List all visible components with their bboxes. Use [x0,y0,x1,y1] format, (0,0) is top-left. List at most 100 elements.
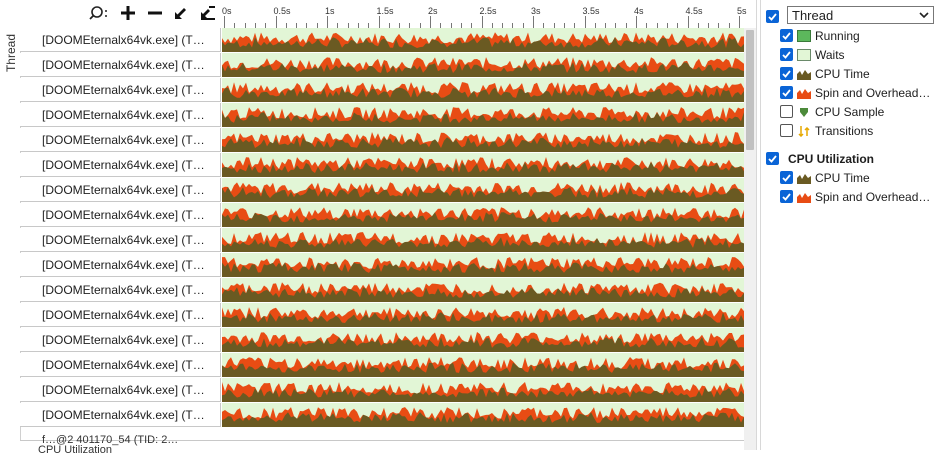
ruler-tick [327,16,328,28]
thread-activity-track[interactable] [222,153,744,178]
legend-item-checkbox[interactable] [780,86,793,99]
thread-row[interactable]: [DOOMEternalx64vk.exe] (T… [20,328,744,353]
cpu-time-area [222,362,744,377]
ruler-tick [502,23,504,28]
thread-row[interactable]: [DOOMEternalx64vk.exe] (T… [20,128,744,153]
thread-row-label[interactable]: [DOOMEternalx64vk.exe] (T… [20,203,221,227]
thread-activity-track[interactable] [222,53,744,78]
legend-item-checkbox[interactable] [780,124,793,137]
cpu-sample-marker-icon [797,106,811,118]
ruler-tick [625,23,627,28]
thread-activity-track[interactable] [222,28,744,53]
thread-row[interactable]: [DOOMEternalx64vk.exe] (T… [20,153,744,178]
thread-activity-track[interactable] [222,103,744,128]
cpu-time-area [222,62,744,77]
thread-row[interactable]: [DOOMEternalx64vk.exe] (T… [20,103,744,128]
thread-group-checkbox[interactable] [766,10,779,23]
thread-row-label[interactable]: [DOOMEternalx64vk.exe] (T… [20,128,221,152]
ruler-tick [636,16,637,28]
thread-row[interactable]: [DOOMEternalx64vk.exe] (T… [20,203,744,228]
thread-activity-track[interactable] [222,78,744,103]
time-ruler[interactable]: 0s 0.5s 1s 1.5s 2s 2.5s 3s 3.5s 4s 4.5s 5s [222,0,747,29]
ruler-tick-label: 4s [634,6,644,16]
search-button[interactable] [86,4,110,22]
thread-activity-track[interactable] [222,128,744,153]
thread-row[interactable]: [DOOMEternalx64vk.exe] (T… [20,228,744,253]
plus-icon [121,6,135,20]
thread-activity-track[interactable] [222,378,744,403]
thread-row[interactable]: [DOOMEternalx64vk.exe] (T… [20,278,744,303]
thread-activity-track[interactable] [222,178,744,203]
legend-item-checkbox[interactable] [780,48,793,61]
thread-row-label[interactable]: [DOOMEternalx64vk.exe] (T… [20,253,221,277]
activity-graph [222,107,744,127]
ruler-tick [450,23,452,28]
ruler-tick [347,23,349,28]
arrow-icon [175,8,186,19]
thread-row-label[interactable]: [DOOMEternalx64vk.exe] (T… [20,403,221,427]
thread-row-label[interactable]: [DOOMEternalx64vk.exe] (T… [20,28,221,52]
thread-row-label[interactable]: [DOOMEternalx64vk.exe] (T… [20,353,221,377]
legend-item-checkbox[interactable] [780,29,793,42]
legend-item-checkbox[interactable] [780,190,793,203]
thread-activity-track[interactable] [222,303,744,328]
activity-graph [222,282,744,302]
zoom-reset-button[interactable] [198,4,218,22]
minus-icon [148,11,162,15]
thread-row-label[interactable]: [DOOMEternalx64vk.exe] (T… [20,378,221,402]
thread-row-label[interactable]: [DOOMEternalx64vk.exe] (T… [20,278,221,302]
thread-activity-track[interactable] [222,353,744,378]
thread-activity-track[interactable] [222,228,744,253]
thread-row-label[interactable]: [DOOMEternalx64vk.exe] (T… [20,178,221,202]
ruler-tick [728,23,730,28]
thread-row[interactable]: [DOOMEternalx64vk.exe] (T… [20,178,744,203]
thread-row[interactable]: [DOOMEternalx64vk.exe] (T… [20,303,744,328]
ruler-tick [687,16,689,28]
legend-item-checkbox[interactable] [780,105,793,118]
thread-activity-track[interactable] [222,253,744,278]
thread-row[interactable]: [DOOMEternalx64vk.exe] (T… [20,353,744,378]
ruler-tick [388,23,390,28]
cpu-utilization-group-label: CPU Utilization [788,152,874,166]
zoom-fit-button[interactable] [172,4,190,22]
thread-row[interactable]: [DOOMEternalx64vk.exe] (T… [20,78,744,103]
legend-panel: Thread Running Waits CPU Time Spin and Over… [761,0,936,450]
thread-row-label[interactable]: [DOOMEternalx64vk.exe] (T… [20,103,221,127]
legend-group-dropdown[interactable]: Thread [787,6,934,24]
cpu-time-area [222,137,744,152]
thread-row[interactable]: [DOOMEternalx64vk.exe] (T… [20,53,744,78]
panel-splitter[interactable] [756,0,761,450]
cpu-time-area [222,37,744,52]
thread-activity-track[interactable] [222,403,744,428]
zoom-out-button[interactable] [146,4,164,22]
legend-item-label: Spin and Overhead… [815,190,931,204]
thread-row-label[interactable]: [DOOMEternalx64vk.exe] (T… [20,303,221,327]
cpu-utilization-section-label[interactable]: CPU Utilization [38,444,112,456]
ruler-tick [718,23,720,28]
spin-area-icon [797,87,811,99]
legend-item-label: Running [815,29,860,43]
thread-activity-track[interactable] [222,328,744,353]
thread-activity-track[interactable] [222,278,744,303]
legend-item-checkbox[interactable] [780,67,793,80]
zoom-in-button[interactable] [119,4,137,22]
thread-row[interactable]: [DOOMEternalx64vk.exe] (T… [20,378,744,403]
thread-row[interactable]: [DOOMEternalx64vk.exe] (T… [20,403,744,428]
ruler-tick [409,23,411,28]
ruler-tick [337,23,339,28]
thread-row[interactable]: [DOOMEternalx64vk.exe] (T… [20,28,744,53]
ruler-tick [460,23,462,28]
thread-row-label[interactable]: [DOOMEternalx64vk.exe] (T… [20,153,221,177]
activity-graph [222,182,744,202]
thread-row-label[interactable]: [DOOMEternalx64vk.exe] (T… [20,228,221,252]
cpu-utilization-group-checkbox[interactable] [766,152,779,165]
thread-activity-track[interactable] [222,203,744,228]
thread-row-label[interactable]: [DOOMEternalx64vk.exe] (T… [20,53,221,77]
thread-row[interactable]: [DOOMEternalx64vk.exe] (T… [20,253,744,278]
scrollbar-thumb[interactable] [746,30,754,150]
thread-row-label[interactable]: [DOOMEternalx64vk.exe] (T… [20,328,221,352]
partial-row-label[interactable]: f…@2 401170_54 (TID: 2… [42,434,179,446]
thread-row-label[interactable]: [DOOMEternalx64vk.exe] (T… [20,78,221,102]
legend-item-checkbox[interactable] [780,171,793,184]
vertical-scrollbar[interactable] [744,28,756,450]
